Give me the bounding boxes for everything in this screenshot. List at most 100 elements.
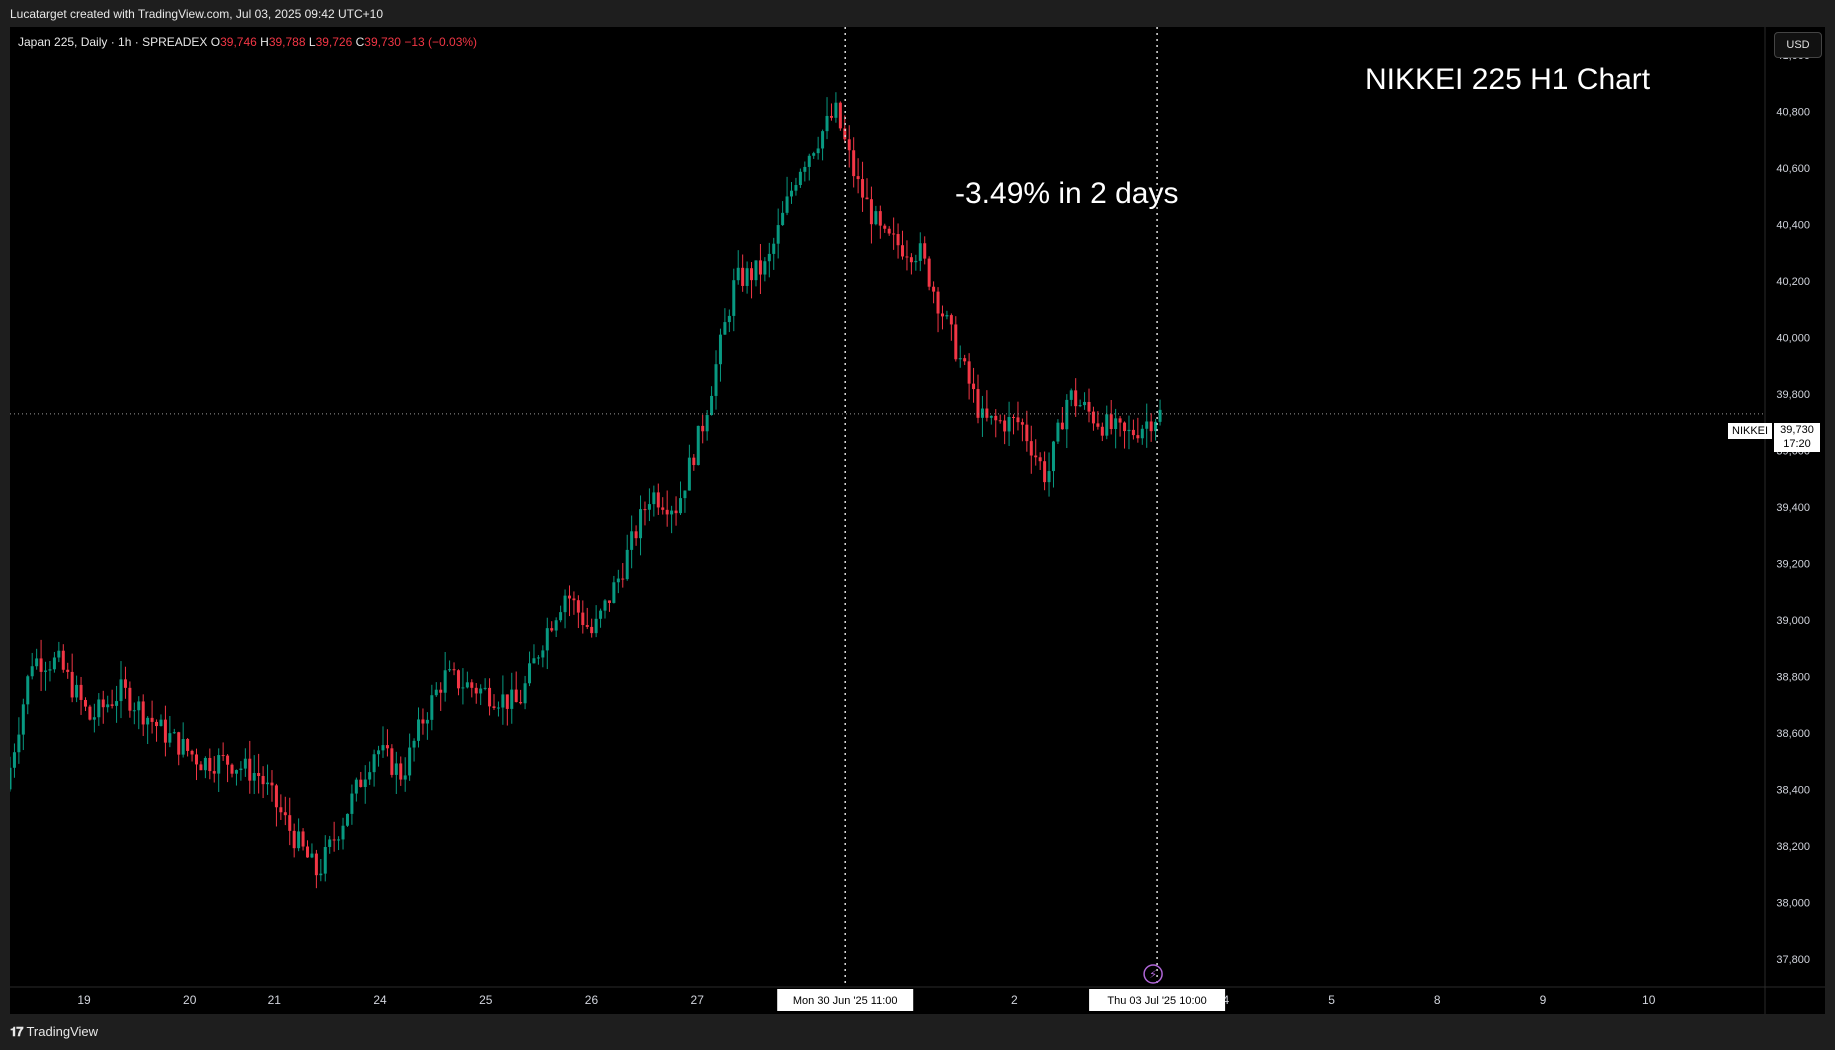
candle-body (12, 752, 16, 768)
x-tick-label: 2 (1011, 993, 1018, 1007)
candle-body (430, 695, 434, 720)
candle-body (44, 670, 48, 672)
candle-body (909, 257, 913, 263)
candle-body (865, 197, 869, 200)
candle-body (714, 364, 718, 396)
x-tick-label: 26 (585, 993, 599, 1007)
x-tick-label: 25 (479, 993, 493, 1007)
candle-body (403, 775, 407, 780)
candle-body (172, 732, 176, 734)
candle-body (505, 694, 509, 709)
candle-body (452, 669, 456, 671)
candle-body (57, 650, 61, 658)
candle-body (101, 699, 105, 708)
candle-body (159, 719, 163, 727)
candle-body (10, 767, 12, 790)
candle-body (869, 199, 873, 225)
chart-title: NIKKEI 225 H1 Chart (1365, 63, 1651, 96)
y-tick-label: 39,400 (1776, 502, 1810, 514)
y-tick-label: 38,200 (1776, 841, 1810, 853)
candle-body (1060, 422, 1064, 430)
candle-body (1140, 428, 1144, 439)
candle-body (368, 772, 372, 780)
candle-body (901, 245, 905, 257)
candle-body (141, 701, 145, 725)
candle-body (790, 190, 794, 197)
legend-close-key: C (355, 35, 365, 49)
candle-body (683, 490, 687, 499)
candle-body (692, 457, 696, 466)
chart-panel[interactable]: 41,00040,80040,60040,40040,20040,00039,8… (10, 27, 1825, 1014)
footer-bar (0, 1014, 1835, 1050)
candle-body (310, 853, 314, 858)
candle-body (92, 717, 96, 720)
candle-body (807, 155, 811, 167)
y-tick-label: 38,600 (1776, 728, 1810, 740)
candle-body (17, 734, 21, 753)
candle-body (1154, 421, 1158, 432)
candle-body (710, 395, 714, 416)
candle-body (194, 754, 198, 765)
candle-body (1118, 418, 1122, 423)
candle-body (48, 669, 52, 671)
crosshair-date-label: Thu 03 Jul '25 10:00 (1107, 995, 1206, 1007)
candle-body (847, 139, 851, 151)
candle-body (510, 689, 514, 709)
candle-body (1083, 401, 1087, 406)
candle-body (168, 733, 172, 743)
candle-body (536, 657, 540, 659)
candle-body (1012, 416, 1016, 418)
candle-body (1034, 455, 1038, 458)
candle-body (994, 415, 998, 421)
candle-body (665, 509, 669, 515)
candle-body (1069, 390, 1073, 400)
candle-body (279, 807, 283, 813)
y-tick-label: 39,200 (1776, 558, 1810, 570)
candle-body (408, 747, 412, 776)
candle-body (261, 776, 265, 785)
candle-body (963, 358, 967, 362)
brand[interactable]: 𝟏𝟕 TradingView (10, 1024, 98, 1040)
candle-body (314, 853, 318, 876)
candle-body (843, 128, 847, 140)
candle-body (425, 719, 429, 724)
x-tick-label: 8 (1434, 993, 1441, 1007)
candle-body (470, 682, 474, 688)
candle-body (52, 657, 56, 670)
candle-body (243, 758, 247, 769)
candle-body (252, 773, 256, 781)
x-tick-label: 19 (77, 993, 91, 1007)
legend-change: −13 (−0.03%) (404, 35, 478, 49)
currency-button[interactable]: USD (1774, 32, 1822, 58)
candle-body (474, 687, 478, 694)
candle-body (945, 315, 949, 317)
candle-body (643, 509, 647, 511)
candle-body (621, 578, 625, 580)
candle-body (203, 757, 207, 771)
x-tick-label: 5 (1328, 993, 1335, 1007)
candle-body (1158, 409, 1162, 422)
chart-svg[interactable]: 41,00040,80040,60040,40040,20040,00039,8… (10, 27, 1825, 1014)
candle-body (545, 628, 549, 651)
legend-open-key: O (210, 35, 221, 49)
candle-body (1105, 414, 1109, 436)
candle-body (283, 812, 287, 816)
candle-body (1078, 405, 1082, 407)
candle-body (434, 689, 438, 696)
candle-body (332, 839, 336, 841)
candle-body (412, 740, 416, 748)
candle-body (417, 719, 421, 741)
last-price-tag: 39,730 17:20 (1774, 423, 1820, 452)
candle-body (483, 687, 487, 689)
candle-body (528, 663, 532, 684)
candle-body (448, 669, 452, 671)
candle-body (1074, 390, 1078, 407)
candle-body (1136, 435, 1140, 439)
candle-body (949, 315, 953, 325)
candle-body (221, 755, 225, 757)
candle-body (1003, 420, 1007, 432)
legend-high-key: H (260, 35, 269, 49)
candle-body (288, 815, 292, 831)
candle-body (88, 706, 92, 720)
candle-body (79, 684, 83, 700)
